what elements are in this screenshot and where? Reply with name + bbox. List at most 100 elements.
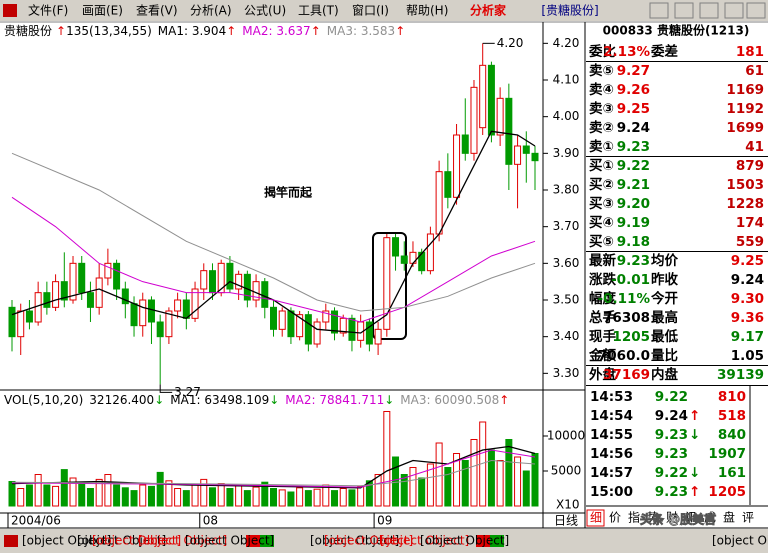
tab[interactable]: 价 <box>609 511 621 525</box>
quote-value: 9.24 <box>731 272 764 288</box>
quote-value: -0.11% <box>598 291 651 307</box>
quote-label: 委比 <box>588 43 616 60</box>
order-volume: 559 <box>736 234 764 250</box>
menu-item[interactable]: 查看(V) <box>136 4 178 18</box>
candle-body <box>522 145 530 154</box>
order-label: 买③ <box>589 196 614 212</box>
tick-arrow: ↑ <box>689 484 700 500</box>
order-label: 卖② <box>589 119 614 136</box>
quote-label: 最低 <box>651 328 679 345</box>
order-volume: 1699 <box>726 120 764 136</box>
tick-time: 14:54 <box>590 408 633 424</box>
order-label: 卖⑤ <box>589 62 614 79</box>
tab[interactable]: 细 <box>590 511 602 525</box>
volume-bar <box>296 487 304 507</box>
chart-legend: 贵糖股份 ↑135(13,34,55) MA1: 3.904↑ MA2: 3.637↑… <box>4 23 405 38</box>
tick-time: 14:53 <box>590 389 633 405</box>
order-volume: 41 <box>745 139 764 155</box>
ma-line <box>11 152 536 312</box>
order-label: 卖③ <box>589 100 614 117</box>
quote-label: 最新 <box>589 252 617 269</box>
order-label: 买② <box>589 177 614 193</box>
volume-bar <box>95 478 103 507</box>
tab[interactable]: 盘 <box>723 510 735 525</box>
tick-price: 9.23 <box>655 446 688 462</box>
volume-bar <box>418 477 426 507</box>
x-tick-label: 08 <box>203 514 218 528</box>
child-restore-button[interactable] <box>724 2 744 19</box>
order-price: 9.27 <box>617 63 650 79</box>
volume-bar <box>86 488 94 507</box>
tab[interactable]: 财 <box>666 511 678 525</box>
volume-bar <box>278 489 286 507</box>
restore-button[interactable] <box>674 2 694 19</box>
menu-item[interactable]: 文件(F) <box>28 3 68 18</box>
volume-bar <box>182 490 190 507</box>
quote-value: 7060.0 <box>598 348 650 364</box>
tab[interactable]: 指 <box>628 510 640 525</box>
candle-body <box>435 171 443 235</box>
candle-body <box>121 288 129 305</box>
menu-item[interactable]: 帮助(H) <box>406 4 448 18</box>
quote-value: 1.05 <box>731 348 764 364</box>
volume-bar <box>139 484 147 507</box>
legend-trend: ↑ <box>395 24 405 38</box>
ma-line <box>11 459 536 487</box>
volume-bar <box>78 483 86 507</box>
candle-body <box>270 306 277 330</box>
tab[interactable]: 讯 <box>685 511 697 525</box>
tick-price: 9.22 <box>655 465 688 481</box>
quote-label: 今开 <box>651 290 679 307</box>
menu-item[interactable]: 公式(U) <box>244 4 286 18</box>
volume-bar <box>8 481 16 507</box>
volume-bar <box>304 490 312 507</box>
tick-price: 9.23 <box>655 427 688 443</box>
order-label: 卖④ <box>589 81 614 98</box>
tick-arrow: ↑ <box>689 408 700 424</box>
status-icon <box>4 535 18 547</box>
candle-body <box>426 233 434 272</box>
volume-bar <box>339 488 347 507</box>
candle-body <box>60 281 68 301</box>
volume-bar <box>531 453 539 507</box>
tick-time: 14:56 <box>590 446 633 462</box>
volume-bar <box>261 481 269 507</box>
volume-bar <box>522 470 530 507</box>
tab[interactable]: 成 <box>704 511 716 525</box>
app-icon <box>3 4 17 17</box>
menu-item[interactable]: 画面(E) <box>82 4 123 18</box>
volume-bar <box>34 474 42 507</box>
minimize-button[interactable] <box>649 2 669 19</box>
volume-bar <box>217 483 225 507</box>
y-tick-label: 4.20 <box>553 36 580 50</box>
volume-value: 32126.400 <box>89 393 154 407</box>
quote-value: 37169 <box>603 367 650 383</box>
candle-body <box>191 288 199 319</box>
order-price: 9.20 <box>617 196 650 212</box>
volume-bar <box>60 469 68 507</box>
close-button[interactable] <box>699 2 719 19</box>
candle-body <box>479 64 487 129</box>
quote-label: 内盘 <box>651 366 679 383</box>
order-volume: 174 <box>736 215 764 231</box>
status-item: [object Object] <box>380 534 469 548</box>
menu-item[interactable]: 窗口(I) <box>352 4 389 18</box>
menu-item[interactable]: 工具(T) <box>298 4 339 18</box>
volume-bar <box>147 485 155 507</box>
order-price: 9.22 <box>617 158 650 174</box>
legend-entry: MA1: 63498.109 <box>170 393 269 407</box>
candle-body <box>95 277 103 308</box>
legend-trend: ↑ <box>499 393 509 407</box>
y-tick-label: 4.00 <box>553 109 580 123</box>
candle-body <box>43 292 51 308</box>
order-label: 买① <box>589 158 614 174</box>
menu-item[interactable]: 分析(A) <box>190 4 232 18</box>
quote-value: 9.23 <box>617 253 650 269</box>
tab[interactable]: 势 <box>647 511 659 525</box>
child-close-button[interactable] <box>746 2 766 19</box>
candle-body <box>374 328 382 345</box>
tab[interactable]: 评 <box>742 511 754 525</box>
status-item: [object Object] <box>185 534 274 548</box>
volume-bar <box>331 490 339 507</box>
